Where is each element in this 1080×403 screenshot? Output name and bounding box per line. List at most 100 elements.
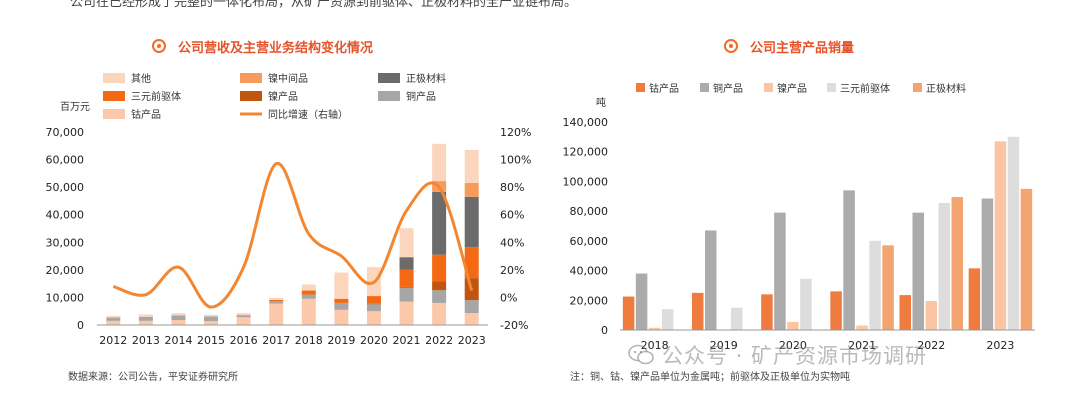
y-tick-label: 20,000 (46, 264, 85, 277)
bar (648, 327, 661, 330)
bar (938, 202, 950, 330)
left-chart-title-text: 公司营收及主营业务结构变化情况 (178, 40, 374, 56)
bar-segment (106, 317, 121, 321)
y-tick-label: 10,000 (46, 291, 85, 304)
legend-label: 铜产品 (713, 82, 743, 95)
bar-segment (432, 191, 447, 255)
bar-segment (171, 320, 186, 325)
watermark-text: 公众号 · 矿产资源市场调研 (662, 344, 928, 368)
bar (661, 309, 674, 330)
bar (1007, 136, 1020, 330)
bar-segment (366, 296, 381, 304)
bar-segment (399, 228, 414, 258)
legend-label: 同比增速（右轴） (268, 108, 348, 121)
bar-segment (106, 315, 121, 318)
bar-segment (138, 320, 153, 325)
legend-label: 三元前驱体 (131, 90, 181, 103)
bar (856, 325, 868, 330)
bar-segment (399, 257, 414, 270)
header-strip: 公司在已经形成了完整的一体化布局，从矿产资源到前驱体、正极材料的全产业链布局。 (0, 0, 1080, 8)
bar (882, 245, 894, 330)
legend-swatch (378, 91, 400, 101)
legend-swatch (764, 83, 773, 92)
x-tick-label: 2016 (230, 334, 258, 347)
bar-segment (432, 281, 447, 291)
y-axis-label: 吨 (596, 96, 606, 109)
y2-tick-label: 40% (500, 236, 524, 249)
legend-swatch (240, 91, 262, 101)
bar-segment (334, 302, 349, 310)
legend-swatch (636, 83, 645, 92)
legend-swatch (103, 73, 125, 83)
bar (869, 240, 881, 330)
y2-tick-label: 20% (500, 264, 524, 277)
left-chart-title: 公司营收及主营业务结构变化情况 (152, 36, 373, 56)
x-tick-label: 2017 (262, 334, 290, 347)
x-tick-label: 2018 (641, 339, 669, 352)
bar (787, 321, 799, 330)
y-tick-label: 120,000 (563, 146, 609, 159)
bar-segment (138, 316, 153, 321)
legend-label: 镍产品 (268, 90, 298, 103)
legend-label: 其他 (131, 72, 151, 85)
y-tick-label: 40,000 (570, 265, 609, 278)
yoy-growth-line (112, 162, 474, 309)
bar-segment (464, 300, 479, 314)
bar (705, 230, 717, 330)
y-axis-label: 百万元 (60, 101, 90, 113)
bar-segment (464, 149, 479, 184)
bar-segment (334, 298, 349, 303)
bar-segment (399, 269, 414, 287)
bar (761, 294, 773, 330)
left-source-note: 数据来源：公司公告，平安证券研究所 (68, 372, 238, 383)
bar-segment (432, 143, 447, 182)
bar (899, 295, 911, 330)
y-tick-label: 0 (77, 319, 84, 332)
y-tick-label: 60,000 (46, 154, 85, 167)
bar-segment (204, 321, 219, 325)
x-tick-label: 2023 (986, 339, 1014, 352)
bar-segment (301, 298, 316, 325)
bar (925, 301, 937, 330)
target-icon (152, 39, 166, 53)
bar-segment (366, 304, 381, 312)
bar-segment (366, 303, 381, 305)
legend-label: 钴产品 (131, 108, 161, 121)
watermark: 公众号 · 矿产资源市场调研 (628, 340, 927, 370)
bar (968, 268, 981, 330)
x-tick-label: 2019 (327, 334, 355, 347)
target-icon (724, 39, 738, 53)
bar (800, 278, 812, 330)
y2-tick-label: 120% (500, 126, 531, 139)
bar (981, 198, 994, 330)
legend-swatch (827, 83, 836, 92)
bar (635, 273, 648, 330)
x-tick-label: 2014 (164, 334, 192, 347)
x-tick-label: 2015 (197, 334, 225, 347)
bar-segment (464, 183, 479, 197)
legend-label: 钴产品 (649, 82, 679, 95)
x-tick-label: 2021 (393, 334, 421, 347)
y2-tick-label: 80% (500, 181, 524, 194)
bar-segment (301, 284, 316, 291)
x-tick-label: 2022 (425, 334, 453, 347)
y2-tick-label: 0% (500, 291, 517, 304)
legend-label: 铜产品 (406, 90, 436, 103)
right-source-note: 注：铜、钴、镍产品单位为金属吨；前驱体及正极单位为实物吨 (570, 372, 850, 383)
bar-segment (334, 309, 349, 325)
legend-swatch (700, 83, 709, 92)
bar (912, 212, 924, 330)
bar-segment (432, 254, 447, 282)
x-tick-label: 2022 (917, 339, 945, 352)
y-tick-label: 30,000 (46, 236, 85, 249)
y-tick-label: 70,000 (46, 126, 85, 139)
bar-segment (301, 290, 316, 295)
x-tick-label: 2020 (779, 339, 807, 352)
bar-segment (464, 313, 479, 325)
header-strip-text: 公司在已经形成了完整的一体化布局，从矿产资源到前驱体、正极材料的全产业链布局。 (70, 0, 578, 8)
y-tick-label: 0 (601, 324, 608, 337)
y-tick-label: 40,000 (46, 209, 85, 222)
legend-label: 镍产品 (777, 82, 807, 95)
legend-label: 正极材料 (406, 72, 446, 85)
